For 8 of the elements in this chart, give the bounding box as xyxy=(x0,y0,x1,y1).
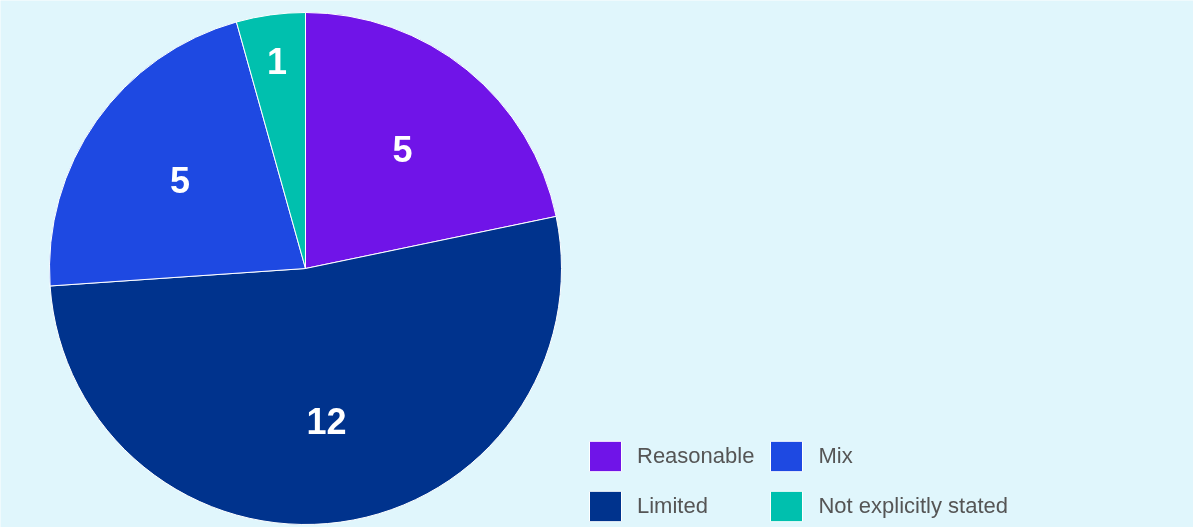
legend-label: Limited xyxy=(637,493,708,519)
data-label: 5 xyxy=(170,159,191,201)
data-label: 1 xyxy=(266,40,287,82)
legend-label: Reasonable xyxy=(637,443,755,469)
legend-label: Not explicitly stated xyxy=(818,493,1008,519)
data-label: 12 xyxy=(306,400,347,442)
legend-label: Mix xyxy=(818,443,853,469)
data-label: 5 xyxy=(392,129,413,171)
